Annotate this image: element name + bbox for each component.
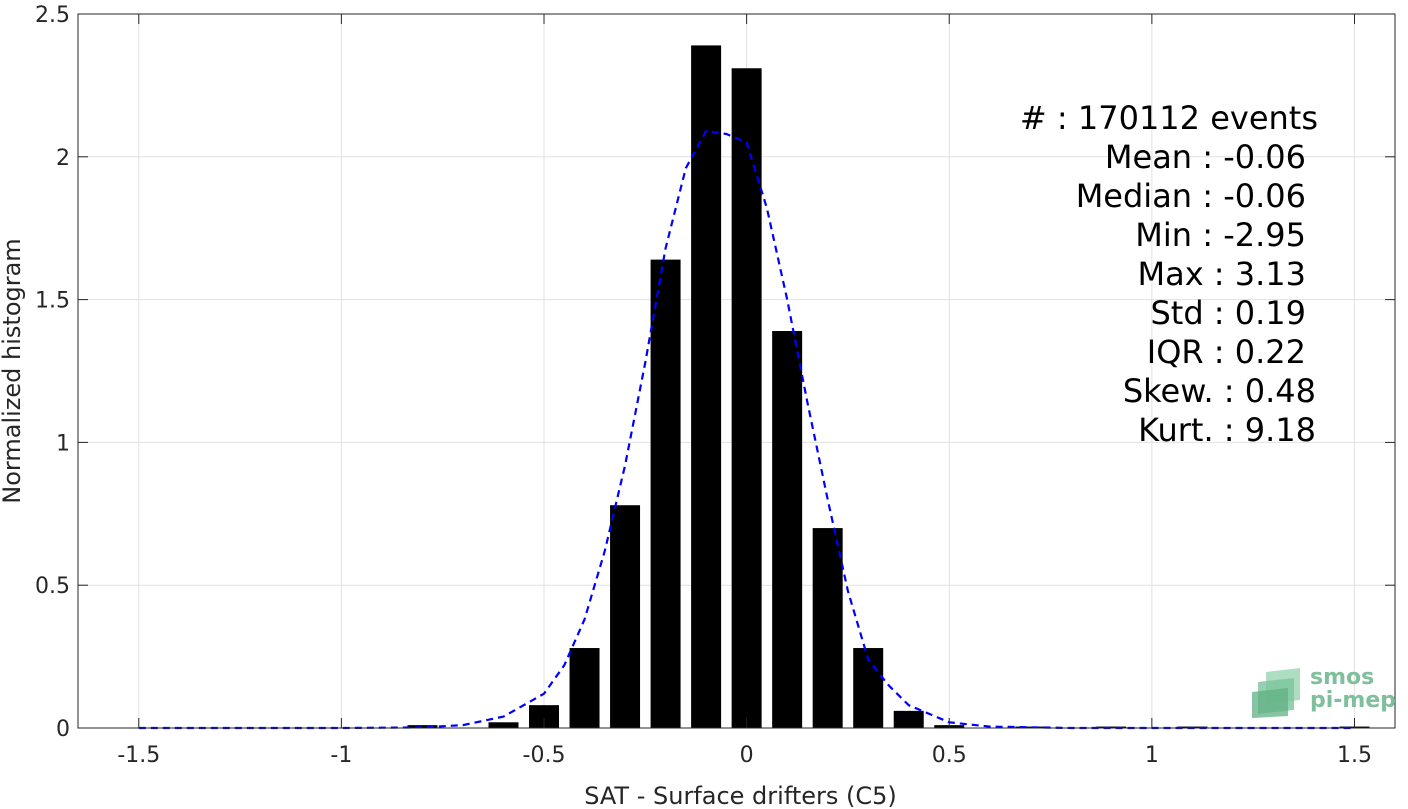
stats-line: # : 170112 events: [1020, 99, 1318, 137]
histogram-bar: [893, 710, 924, 728]
histogram-bar: [853, 648, 884, 728]
y-tick-label: 0.5: [35, 574, 70, 599]
histogram-bar: [569, 648, 600, 728]
histogram-bar: [772, 331, 803, 728]
y-tick-label: 1: [56, 431, 70, 456]
histogram-bar: [610, 505, 641, 728]
histogram-bar: [407, 725, 438, 728]
y-tick-label: 2.5: [35, 3, 70, 28]
histogram-bar: [488, 722, 519, 728]
histogram-bars: [407, 45, 1370, 729]
fit-curve: [138, 129, 1355, 730]
stats-line: Skew. : 0.48: [1123, 372, 1316, 410]
x-tick-label: -1.5: [117, 743, 160, 768]
stats-line: IQR : 0.22: [1147, 333, 1306, 371]
stats-line: Kurt. : 9.18: [1138, 411, 1316, 449]
x-tick-label: 0: [740, 743, 754, 768]
y-tick-label: 2: [56, 146, 70, 171]
smos-pimep-logo: smos pi-mep: [1252, 665, 1396, 718]
y-axis-label: Normalized histogram: [0, 238, 26, 503]
x-axis-ticks: -1.5 -1 -0.5 0 0.5 1 1.5: [117, 14, 1372, 768]
stats-line: Max : 3.13: [1137, 255, 1306, 293]
x-axis-label: SAT - Surface drifters (C5): [584, 782, 897, 809]
stats-line: Min : -2.95: [1135, 216, 1306, 254]
histogram-bar: [1096, 726, 1127, 729]
histogram-bar: [529, 705, 560, 728]
x-tick-label: 1.5: [1337, 743, 1372, 768]
x-tick-label: -0.5: [523, 743, 566, 768]
histogram-bar: [691, 45, 722, 728]
plot-frame: [77, 13, 1396, 729]
histogram-bar: [812, 528, 843, 728]
histogram-bar: [1015, 726, 1046, 729]
y-tick-label: 1.5: [35, 289, 70, 314]
stats-line: Std : 0.19: [1150, 294, 1306, 332]
x-tick-label: -1: [330, 743, 352, 768]
logo-icon: [1252, 668, 1300, 718]
histogram-bar: [650, 259, 681, 728]
x-tick-label: 0.5: [932, 743, 967, 768]
stats-line: Median : -0.06: [1076, 177, 1306, 215]
y-tick-label: 0: [56, 717, 70, 742]
logo-text-pimep: pi-mep: [1310, 688, 1396, 713]
stats-line: Mean : -0.06: [1105, 138, 1306, 176]
logo-text-smos: smos: [1310, 665, 1374, 690]
histogram-bar: [731, 68, 762, 729]
y-axis-ticks: 0 0.5 1 1.5 2 2.5: [35, 3, 1395, 742]
x-tick-label: 1: [1145, 743, 1159, 768]
